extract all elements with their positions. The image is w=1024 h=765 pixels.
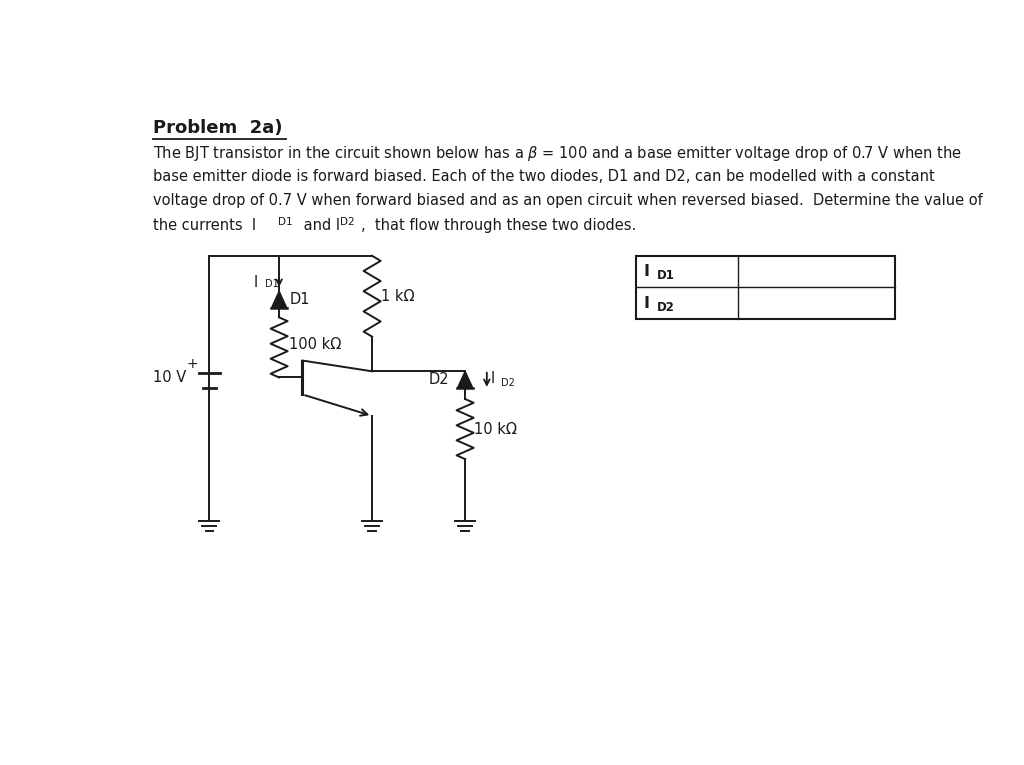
Polygon shape: [458, 371, 473, 389]
Text: voltage drop of 0.7 V when forward biased and as an open circuit when reversed b: voltage drop of 0.7 V when forward biase…: [153, 194, 983, 208]
Text: Problem  2a): Problem 2a): [153, 119, 283, 137]
Text: +: +: [186, 356, 198, 370]
Text: D2: D2: [429, 373, 450, 387]
Text: D1: D1: [289, 292, 309, 308]
Text: 10 kΩ: 10 kΩ: [474, 422, 517, 437]
Bar: [636, 256, 895, 319]
Text: D2: D2: [340, 217, 354, 227]
Text: ,  that flow through these two diodes.: , that flow through these two diodes.: [361, 218, 637, 233]
Text: 1 kΩ: 1 kΩ: [381, 288, 415, 304]
Text: 10 V: 10 V: [153, 370, 186, 385]
Text: base emitter diode is forward biased. Each of the two diodes, D1 and D2, can be : base emitter diode is forward biased. Ea…: [153, 169, 935, 184]
Text: The BJT transistor in the circuit shown below has a $\beta$ = 100 and a base emi: The BJT transistor in the circuit shown …: [153, 144, 962, 163]
Text: D2: D2: [501, 378, 515, 388]
Text: 100 kΩ: 100 kΩ: [289, 337, 341, 352]
Text: I: I: [643, 264, 649, 279]
Text: and I: and I: [299, 218, 340, 233]
Text: I: I: [490, 371, 495, 386]
Text: I: I: [643, 295, 649, 311]
Text: D1: D1: [278, 217, 293, 227]
Text: D1: D1: [656, 269, 675, 282]
Text: the currents  I: the currents I: [153, 218, 256, 233]
Text: D1: D1: [265, 279, 279, 289]
Polygon shape: [271, 291, 287, 308]
Text: I: I: [254, 275, 258, 290]
Text: D2: D2: [656, 301, 675, 314]
